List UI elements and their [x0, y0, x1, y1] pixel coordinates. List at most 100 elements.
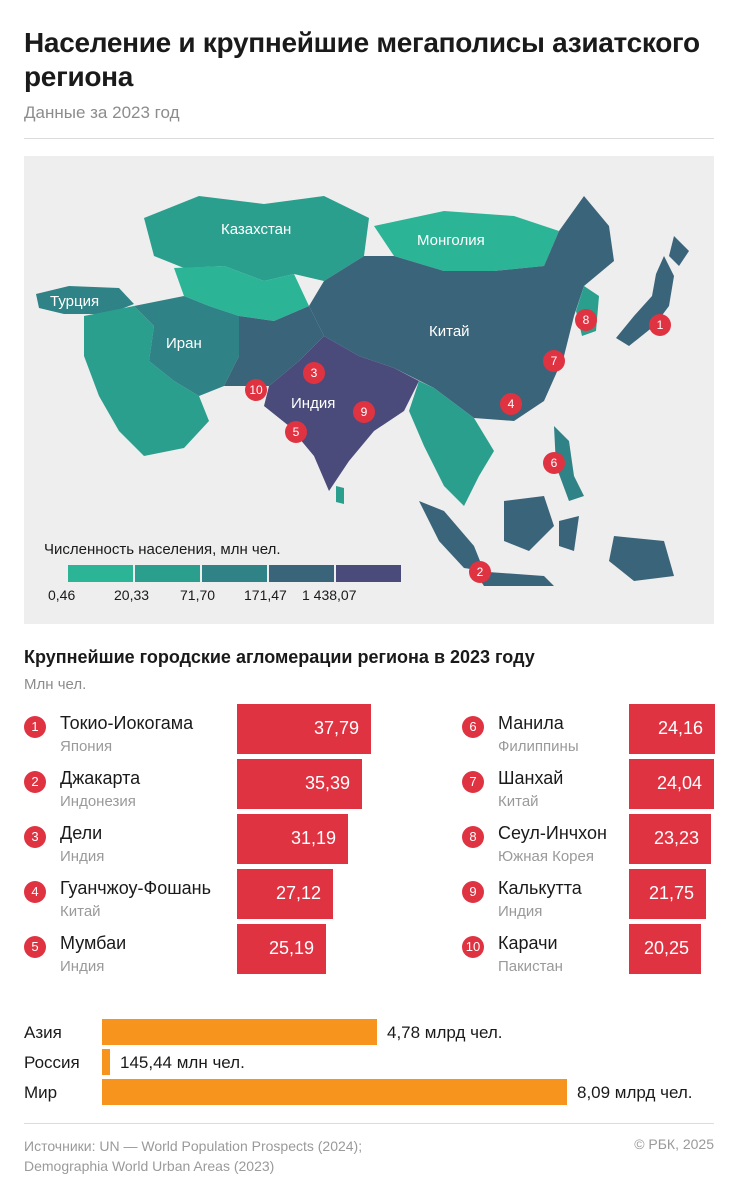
svg-text:9: 9: [361, 405, 368, 419]
legend-tick-5: 1 438,07: [302, 587, 357, 603]
city-country: Китай: [60, 903, 101, 920]
region-borneo: [504, 496, 554, 551]
city-item: 4 Гуанчжоу-Фошань Китай 27,12: [24, 869, 371, 928]
svg-text:8: 8: [583, 313, 590, 327]
city-name: Карачи: [498, 933, 558, 953]
svg-text:10: 10: [249, 383, 263, 397]
legend-tick-4: 171,47: [244, 587, 287, 603]
population-bar: [102, 1049, 110, 1075]
region-central-asia: [174, 266, 309, 321]
city-name: Джакарта: [60, 768, 141, 788]
svg-text:3: 3: [311, 366, 318, 380]
svg-text:6: 6: [551, 456, 558, 470]
region-philippines: [554, 426, 584, 501]
svg-text:2: 2: [477, 565, 484, 579]
sources-line-1: Источники: UN — World Population Prospec…: [24, 1138, 363, 1154]
map-badge-4: 4: [500, 393, 522, 415]
asia-map: Казахстан Монголия Турция Иран Китай Инд…: [24, 156, 714, 624]
city-country: Индонезия: [60, 793, 136, 810]
sources-line-2: Demographia World Urban Areas (2023): [24, 1158, 275, 1174]
region-java: [474, 571, 554, 586]
map-badge-3: 3: [303, 362, 325, 384]
svg-text:4: 4: [508, 397, 515, 411]
city-name: Мумбаи: [60, 933, 127, 953]
map-label-china: Китай: [429, 323, 470, 340]
city-bar: 31,19: [237, 814, 348, 864]
city-rank-badge: 4: [24, 881, 46, 903]
region-sumatra: [419, 501, 484, 571]
city-value-label: 37,79: [313, 718, 359, 738]
city-item: 7 Шанхай Китай 24,04: [462, 759, 738, 818]
city-name: Манила: [498, 713, 564, 733]
map-label-kazakhstan: Казахстан: [221, 221, 291, 238]
legend-swatch-2: [135, 565, 200, 582]
cities-unit: Млн чел.: [24, 676, 87, 693]
region-kazakhstan: [144, 196, 369, 281]
city-value-label: 21,75: [648, 883, 694, 903]
city-name: Токио-Иокогама: [60, 713, 194, 733]
city-item: 6 Манила Филиппины 24,16: [462, 704, 738, 763]
city-rank-badge: 8: [462, 826, 484, 848]
city-value-label: 35,39: [304, 773, 350, 793]
city-value-label: 24,04: [656, 773, 702, 793]
page-subtitle: Данные за 2023 год: [24, 103, 180, 122]
cities-title: Крупнейшие городские агломерации региона…: [24, 647, 535, 667]
city-rank-badge: 3: [24, 826, 46, 848]
city-item: 3 Дели Индия 31,19: [24, 814, 371, 873]
map-label-india: Индия: [291, 395, 335, 412]
city-country: Южная Корея: [498, 848, 594, 865]
map-label-mongolia: Монголия: [417, 232, 485, 249]
city-item: 5 Мумбаи Индия 25,19: [24, 924, 371, 983]
region-afpak: [224, 306, 324, 386]
city-item: 9 Калькутта Индия 21,75: [462, 869, 738, 928]
map-label-iran: Иран: [166, 335, 202, 352]
legend-tick-2: 20,33: [114, 587, 150, 603]
map-badge-2: 2: [469, 561, 491, 583]
map-badge-6: 6: [543, 452, 565, 474]
region-hokkaido: [669, 236, 689, 266]
legend-tick-3: 71,70: [180, 587, 216, 603]
copyright: © РБК, 2025: [634, 1136, 714, 1152]
city-country: Индия: [498, 903, 543, 920]
city-bar: 21,75: [629, 869, 706, 919]
city-name: Гуанчжоу-Фошань: [60, 878, 211, 898]
region-india: [264, 336, 419, 491]
map-badge-8: 8: [575, 309, 597, 331]
city-name: Калькутта: [498, 878, 582, 898]
city-bar: 25,19: [237, 924, 326, 974]
legend-title: Численность населения, млн чел.: [44, 541, 281, 558]
sources: Источники: UN — World Population Prospec…: [24, 1136, 362, 1176]
legend-swatch-1: [68, 565, 133, 582]
population-value-label: 8,09 млрд чел.: [577, 1083, 693, 1102]
svg-text:1: 1: [657, 318, 664, 332]
population-label: Россия: [24, 1053, 80, 1072]
population-value-label: 145,44 млн чел.: [120, 1053, 245, 1072]
city-bar: 37,79: [237, 704, 371, 754]
population-bar: [102, 1079, 567, 1105]
city-value-label: 27,12: [275, 883, 321, 903]
city-rank-badge: 9: [462, 881, 484, 903]
population-bar: [102, 1019, 377, 1045]
map-badge-5: 5: [285, 421, 307, 443]
city-country: Япония: [60, 738, 113, 755]
map-badge-1: 1: [649, 314, 671, 336]
city-item: 8 Сеул-Инчхон Южная Корея 23,23: [462, 814, 738, 873]
population-label: Мир: [24, 1083, 58, 1102]
city-rank-badge: 7: [462, 771, 484, 793]
city-bar: 35,39: [237, 759, 362, 809]
svg-text:5: 5: [293, 425, 300, 439]
city-rank-badge: 6: [462, 716, 484, 738]
city-bar: 24,16: [629, 704, 715, 754]
city-country: Индия: [60, 848, 105, 865]
map-badge-10: 10: [245, 379, 267, 401]
region-sulawesi: [559, 516, 579, 551]
legend-swatch-3: [202, 565, 267, 582]
city-value-label: 31,19: [290, 828, 336, 848]
city-value-label: 20,25: [643, 938, 689, 958]
region-se-asia: [409, 381, 494, 506]
city-country: Филиппины: [498, 738, 579, 755]
city-bar: 23,23: [629, 814, 711, 864]
city-bar: 24,04: [629, 759, 714, 809]
city-country: Пакистан: [498, 958, 563, 975]
svg-text:7: 7: [551, 354, 558, 368]
